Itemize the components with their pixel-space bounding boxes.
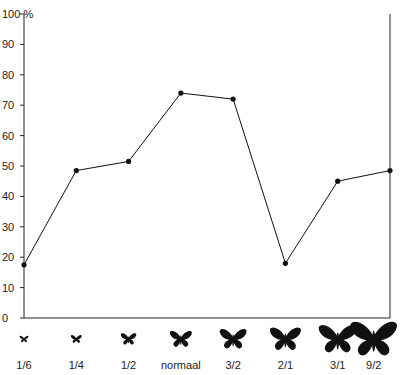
- butterfly-wings: [270, 328, 301, 350]
- x-tick-label: 2/1: [278, 359, 293, 371]
- y-tick: [20, 44, 24, 45]
- data-point: [74, 168, 79, 173]
- y-tick-label: 0: [2, 312, 8, 324]
- x-tick-label: 1/2: [121, 359, 136, 371]
- y-tick-label: 50: [2, 160, 14, 172]
- butterfly-icon: [20, 336, 29, 342]
- y-tick-label: 70: [2, 99, 14, 111]
- butterfly-body: [73, 337, 79, 342]
- butterfly-wings: [350, 322, 397, 356]
- y-tick: [20, 318, 24, 319]
- y-tick: [20, 166, 24, 167]
- butterfly-body: [284, 334, 286, 348]
- butterfly-body: [336, 332, 339, 349]
- x-tick-label: 9/2: [366, 359, 381, 371]
- data-line: [24, 93, 390, 265]
- data-point: [231, 97, 236, 102]
- y-tick-label: 100 %: [2, 8, 33, 20]
- butterfly-icon: [170, 331, 192, 347]
- x-tick-label: 1/6: [16, 359, 31, 371]
- y-tick-label: 60: [2, 130, 14, 142]
- y-tick: [20, 74, 24, 75]
- x-tick-label: normaal: [161, 359, 201, 371]
- y-tick: [20, 135, 24, 136]
- butterfly-icon: [220, 329, 247, 348]
- butterfly-icon: [71, 335, 82, 343]
- chart: 0 10 20 30 40 50 60 70 80 90 100 % 1/6 1/4 1/2 normaal…: [0, 0, 400, 375]
- data-point: [126, 159, 131, 164]
- plot-area: [21, 90, 392, 267]
- y-tick: [20, 105, 24, 106]
- butterfly-wings: [170, 331, 192, 347]
- y-tick-label: 80: [2, 69, 14, 81]
- butterfly-body: [180, 335, 182, 345]
- y-tick: [20, 287, 24, 288]
- y-tick: [20, 196, 24, 197]
- butterfly-wings: [121, 333, 137, 344]
- right-frame-line: [390, 14, 391, 318]
- x-tick-label: 3/2: [225, 359, 240, 371]
- y-tick-label: 20: [2, 251, 14, 263]
- y-tick-label: 40: [2, 190, 14, 202]
- data-point: [283, 261, 288, 266]
- data-point: [387, 168, 392, 173]
- x-tick-label: 3/1: [330, 359, 345, 371]
- y-tick: [20, 226, 24, 227]
- butterfly-icon: [350, 322, 397, 356]
- chart-container: 0 10 20 30 40 50 60 70 80 90 100 % 1/6 1/4 1/2 normaal…: [0, 0, 400, 375]
- butterfly-body: [21, 337, 26, 341]
- butterfly-wings: [71, 335, 82, 343]
- butterfly-wings: [220, 329, 247, 348]
- y-tick-label: 30: [2, 221, 14, 233]
- butterfly-icon: [319, 325, 357, 352]
- butterfly-body: [128, 336, 129, 343]
- butterfly-body: [372, 331, 375, 352]
- x-axis-line: [24, 318, 390, 319]
- y-tick: [20, 257, 24, 258]
- y-tick-label: 90: [2, 38, 14, 50]
- data-point: [335, 179, 340, 184]
- butterfly-icon: [121, 333, 137, 344]
- butterfly-icon: [270, 328, 301, 350]
- data-point: [21, 262, 26, 267]
- x-tick-label: 1/4: [69, 359, 84, 371]
- butterfly-body: [232, 334, 234, 346]
- butterfly-wings: [319, 325, 357, 352]
- data-point: [178, 90, 183, 95]
- y-tick-label: 10: [2, 282, 14, 294]
- butterfly-wings: [20, 336, 29, 342]
